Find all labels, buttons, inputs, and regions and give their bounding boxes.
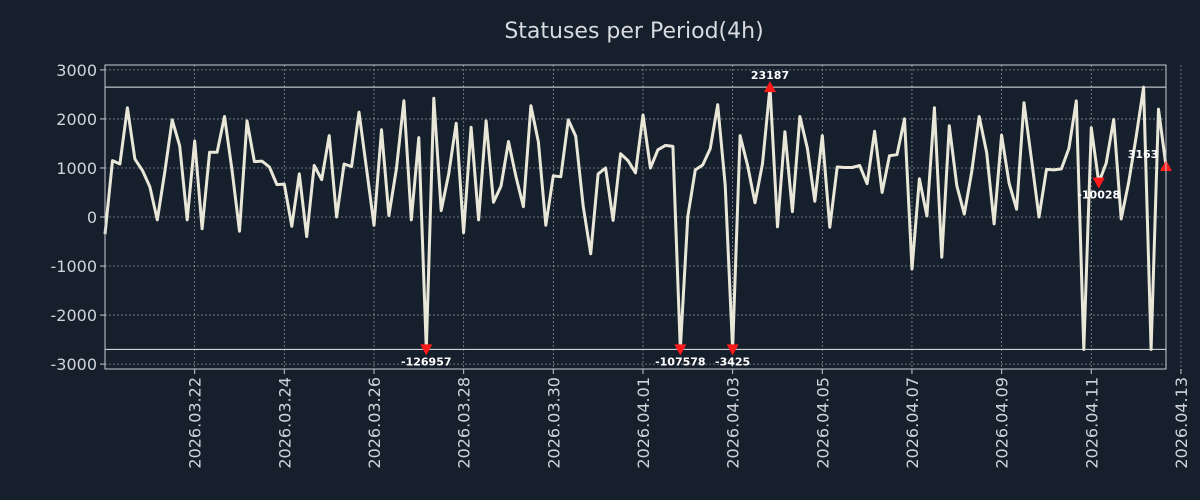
x-tick-label: 2026.03.24 [275,377,294,469]
x-tick-label: 2026.03.30 [544,377,563,469]
peak-label: 3163 [1128,148,1159,161]
y-tick-label: -3000 [51,355,98,374]
x-tick-label: 2026.04.01 [634,377,653,469]
x-tick-label: 2026.03.28 [455,377,474,469]
x-tick-label: 2026.03.22 [186,377,205,469]
peak-label: -126957 [401,355,452,368]
y-tick-label: 1000 [56,159,97,178]
y-tick-label: -1000 [51,257,98,276]
y-tick-label: 0 [87,208,97,227]
x-tick-label: 2026.04.13 [1172,377,1191,469]
grid-lines [105,65,1182,369]
peak-marker [420,344,433,356]
x-tick-label: 2026.04.03 [724,377,743,469]
y-tick-label: 3000 [56,61,97,80]
peak-label: -3425 [715,355,750,368]
peak-marker [726,344,739,356]
plot-frame [104,64,1167,370]
peak-label: -18247 [1122,0,1165,3]
peak-annotations: -126957 -107578 -3425 23187 -10028 3163 -18247 [401,0,1172,368]
x-tick-label: 2026.04.05 [813,377,832,469]
x-tick-label: 2026.04.07 [903,377,922,469]
x-tick-label: 2026.03.26 [365,377,384,469]
series-line [103,85,1168,351]
peak-marker [1092,177,1105,189]
y-tick-label: 2000 [56,110,97,129]
y-axis: 3000 2000 1000 0 -1000 -2000 -3000 [51,61,105,374]
y-tick-label: -2000 [51,306,98,325]
x-tick-label: 2026.04.09 [993,377,1012,469]
chart-title: Statuses per Period(4h) [504,19,763,44]
x-axis: 2026.03.22 2026.03.24 2026.03.26 2026.03.28… [186,369,1191,469]
peak-marker [763,81,776,93]
peak-label: 23187 [751,69,789,82]
data-series [103,85,1168,351]
peak-marker [674,344,687,356]
x-tick-label: 2026.04.11 [1082,377,1101,469]
peak-label: -10028 [1077,189,1120,202]
peak-label: -107578 [655,355,706,368]
